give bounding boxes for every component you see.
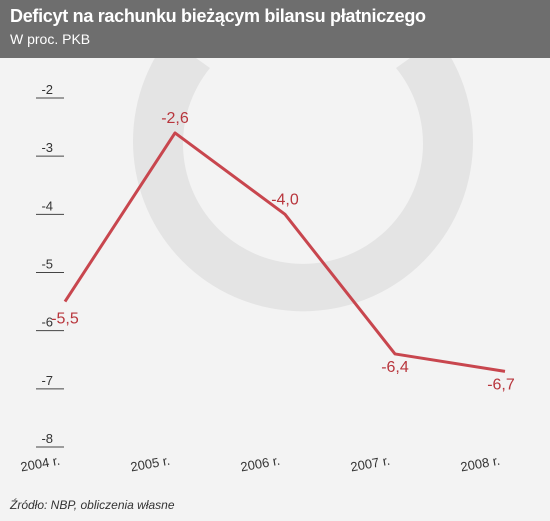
y-axis: -2 -3 -4 -5 -6 -7 -8 [36, 82, 64, 448]
series-line [63, 131, 506, 373]
chart-header: Deficyt na rachunku bieżącym bilansu pła… [0, 0, 550, 58]
y-tick-label: -6 [41, 315, 53, 330]
data-label: -2,6 [161, 110, 189, 127]
chart-title: Deficyt na rachunku bieżącym bilansu pła… [10, 6, 426, 26]
source-note: Źródło: NBP, obliczenia własne [10, 498, 175, 512]
y-tick-label: -2 [41, 82, 53, 97]
x-tick-label: 2008 r. [459, 453, 501, 475]
x-tick-label: 2007 r. [349, 453, 391, 475]
data-label: -6,4 [381, 359, 409, 376]
data-label: -5,5 [51, 311, 79, 328]
data-label: -4,0 [271, 191, 299, 208]
y-tick-label: -3 [41, 140, 53, 155]
data-labels: -5,5 -2,6 -4,0 -6,4 -6,7 [51, 110, 515, 393]
y-tick-label: -8 [41, 431, 53, 446]
y-tick-label: -7 [41, 373, 53, 388]
y-tick-label: -4 [41, 198, 53, 213]
y-tick-label: -5 [41, 257, 53, 272]
chart-subtitle: W proc. PKB [10, 31, 91, 47]
data-series [63, 131, 506, 373]
x-tick-label: 2005 r. [129, 453, 171, 475]
x-tick-label: 2004 r. [19, 453, 61, 475]
watermark-logo [133, 58, 473, 312]
line-chart: -2 -3 -4 -5 -6 -7 -8 2004 r. 2005 r. 2006 r. 2007… [19, 58, 515, 475]
x-tick-label: 2006 r. [239, 453, 281, 475]
data-label: -6,7 [487, 376, 515, 393]
x-axis: 2004 r. 2005 r. 2006 r. 2007 r. 2008 r. [19, 453, 501, 475]
